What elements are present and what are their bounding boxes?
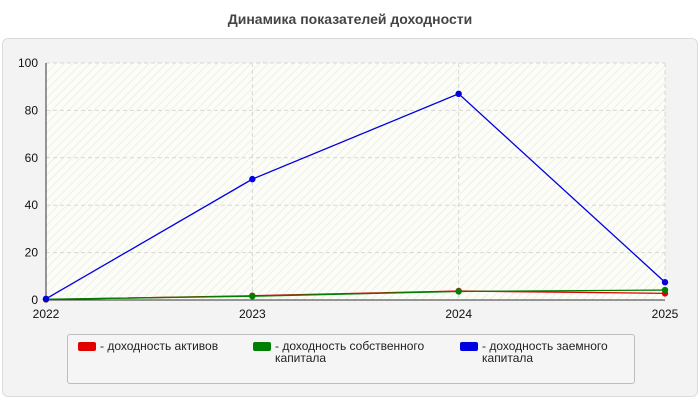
tick-labels: 0 20 40 60 80 100 2022 2023 2024 2025 xyxy=(18,56,679,321)
series-line-1 xyxy=(45,289,666,300)
data-point-s2-1[interactable] xyxy=(249,175,256,183)
y-tick-label-3: 60 xyxy=(25,151,39,165)
data-point-s1-1[interactable] xyxy=(249,293,256,300)
legend-swatch-assets xyxy=(78,342,96,351)
x-tick-label-3: 2025 xyxy=(652,307,679,321)
y-tick-label-4: 80 xyxy=(25,103,39,117)
y-tick-label-5: 100 xyxy=(18,56,38,70)
grid xyxy=(46,62,666,300)
series-lines xyxy=(42,90,669,303)
data-point-s1-3[interactable] xyxy=(661,286,669,294)
chart-title: Динамика показателей доходности xyxy=(227,11,473,27)
series-line-2 xyxy=(45,93,666,300)
data-point-s2-3[interactable] xyxy=(661,279,669,286)
axes xyxy=(45,63,665,301)
legend-label-equity: - доходность собственного капитала xyxy=(275,339,425,365)
legend-label-assets: - доходность активов xyxy=(100,339,219,353)
legend-swatch-debt xyxy=(460,342,478,351)
legend: - доходность активов - доходность собств… xyxy=(67,334,635,384)
plot-background xyxy=(46,63,665,300)
x-tick-label-0: 2022 xyxy=(33,307,60,321)
x-tick-label-1: 2023 xyxy=(239,307,266,321)
data-point-s2-2[interactable] xyxy=(455,90,462,98)
legend-swatch-equity xyxy=(253,342,271,351)
data-point-s1-2[interactable] xyxy=(455,288,462,295)
y-tick-label-0: 0 xyxy=(31,293,38,307)
x-tick-label-2: 2024 xyxy=(445,307,472,321)
legend-label-debt: - доходность заемного капитала xyxy=(482,339,608,365)
y-tick-label-2: 40 xyxy=(25,198,39,212)
y-tick-label-1: 20 xyxy=(25,246,39,260)
data-point-s2-0[interactable] xyxy=(42,295,50,303)
